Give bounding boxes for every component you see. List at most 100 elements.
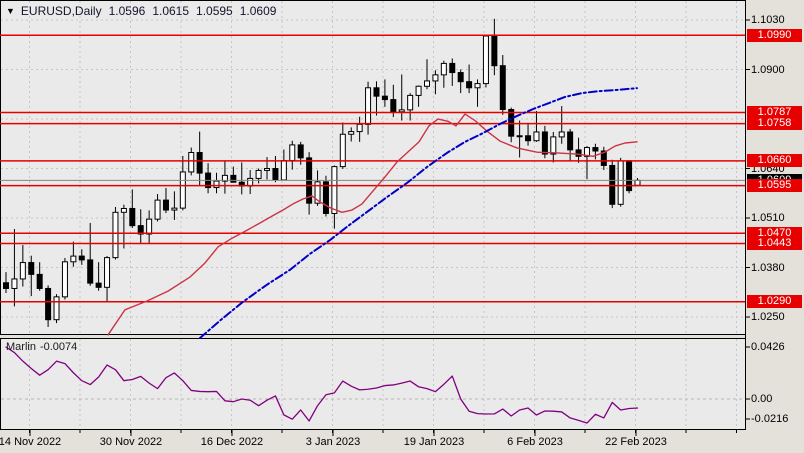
candle-bull	[533, 131, 540, 142]
indicator-current-value: -0.0074	[39, 341, 78, 353]
candle-bull	[255, 169, 262, 179]
candle-bear	[36, 273, 43, 289]
indicator-axis-label: -0.0216	[751, 413, 789, 425]
candle-bull	[415, 85, 422, 96]
indicator-label: Marlin -0.0074	[6, 341, 77, 353]
candle-bear	[449, 62, 456, 74]
x-axis-date-label: 19 Jan 2023	[403, 436, 465, 448]
candle-bear	[162, 199, 169, 211]
candle-bull	[53, 296, 60, 321]
candle-bull	[19, 262, 26, 280]
price-level-label: 1.0470	[747, 226, 802, 240]
candle-bull	[558, 131, 565, 138]
x-axis-date-label: 3 Jan 2023	[305, 436, 361, 448]
candle-bear	[129, 207, 136, 227]
indicator-axis-label: 0.00	[751, 393, 773, 405]
candle-bull	[348, 131, 355, 135]
candle-bull	[440, 62, 447, 76]
candle-bull	[617, 160, 624, 205]
high-value: 1.0615	[152, 4, 190, 18]
candle-bull	[432, 74, 439, 82]
candle-bear	[499, 65, 506, 110]
symbol-timeframe-label: EURUSD,Daily	[20, 4, 102, 18]
candle-bull	[407, 94, 414, 111]
price-level-label: 1.0787	[747, 106, 802, 120]
candle-bear	[137, 225, 144, 235]
candle-bull	[61, 261, 68, 298]
candle-bull	[221, 174, 228, 182]
candle-bear	[567, 131, 574, 151]
candle-bear	[196, 152, 203, 174]
candle-bull	[289, 144, 296, 162]
candle-bear	[491, 35, 498, 67]
candle-bull	[398, 109, 405, 113]
indicator-axis-label: 0.0426	[751, 341, 785, 353]
candle-bear	[230, 174, 237, 183]
candle-bear	[508, 108, 515, 137]
candle-bear	[297, 144, 304, 159]
candle-bear	[272, 168, 279, 181]
candle-bull	[280, 160, 287, 181]
candle-bull	[365, 87, 372, 125]
candle-bear	[525, 135, 532, 142]
candle-bear	[381, 95, 388, 101]
candle-bull	[356, 123, 363, 133]
x-axis-date-label: 6 Feb 2023	[507, 436, 563, 448]
candle-bull	[11, 278, 18, 289]
candle-bull	[154, 199, 161, 220]
candle-bear	[87, 259, 94, 284]
chart-ohlc-header: ▼ EURUSD,Daily 1.0596 1.0615 1.0595 1.0609	[6, 4, 276, 18]
candle-bull	[424, 80, 430, 87]
x-axis-date-label: 30 Nov 2022	[99, 436, 163, 448]
close-value: 1.0609	[239, 4, 277, 18]
ma-blue-line	[199, 87, 638, 339]
price-level-label: 1.0443	[747, 237, 802, 251]
marlin-indicator-line	[5, 346, 639, 424]
y-axis-tick-label: 1.0250	[751, 311, 785, 324]
price-level-label: 1.0290	[747, 295, 802, 309]
candle-bear	[78, 255, 85, 261]
y-axis-tick-label: 1.1030	[751, 14, 785, 26]
candle-bull	[634, 179, 641, 186]
candle-bear	[457, 72, 464, 83]
ma-red-line	[107, 113, 638, 336]
candle-bear	[575, 149, 582, 157]
candle-bull	[247, 177, 254, 187]
candle-bull	[104, 257, 111, 288]
low-value: 1.0595	[196, 4, 233, 18]
indicator-name: Marlin	[6, 341, 36, 353]
price-level-label: 1.0660	[747, 154, 802, 168]
candle-bull	[474, 83, 481, 89]
candle-bear	[592, 147, 599, 152]
candle-bull	[583, 147, 590, 157]
candle-bull	[482, 35, 489, 85]
candle-bull	[112, 211, 119, 259]
candle-bear	[466, 81, 473, 89]
candle-bear	[3, 282, 9, 289]
price-level-label: 1.0758	[747, 117, 802, 131]
y-axis-tick-label: 1.0380	[751, 261, 785, 274]
candle-bear	[28, 262, 35, 275]
candle-bear	[45, 287, 52, 321]
candle-bear	[541, 131, 548, 155]
price-level-label: 1.0595	[747, 179, 802, 193]
open-value: 1.0596	[108, 4, 146, 18]
candle-bull	[70, 255, 77, 263]
indicator-panel	[0, 338, 746, 430]
candle-bull	[516, 135, 523, 138]
candle-bear	[609, 164, 616, 205]
candle-bull	[188, 152, 195, 173]
candle-bull	[550, 136, 557, 155]
x-axis-date-label: 22 Feb 2023	[605, 436, 667, 448]
candle-bull	[331, 166, 338, 214]
y-axis-tick-label: 1.0900	[751, 63, 785, 76]
candle-bull	[314, 181, 321, 204]
candle-bull	[213, 180, 220, 189]
x-axis-date-label: 16 Dec 2022	[200, 436, 264, 448]
candle-bull	[120, 207, 127, 213]
candle-bull	[264, 168, 271, 171]
candle-bear	[373, 87, 380, 97]
candle-bear	[600, 150, 607, 166]
